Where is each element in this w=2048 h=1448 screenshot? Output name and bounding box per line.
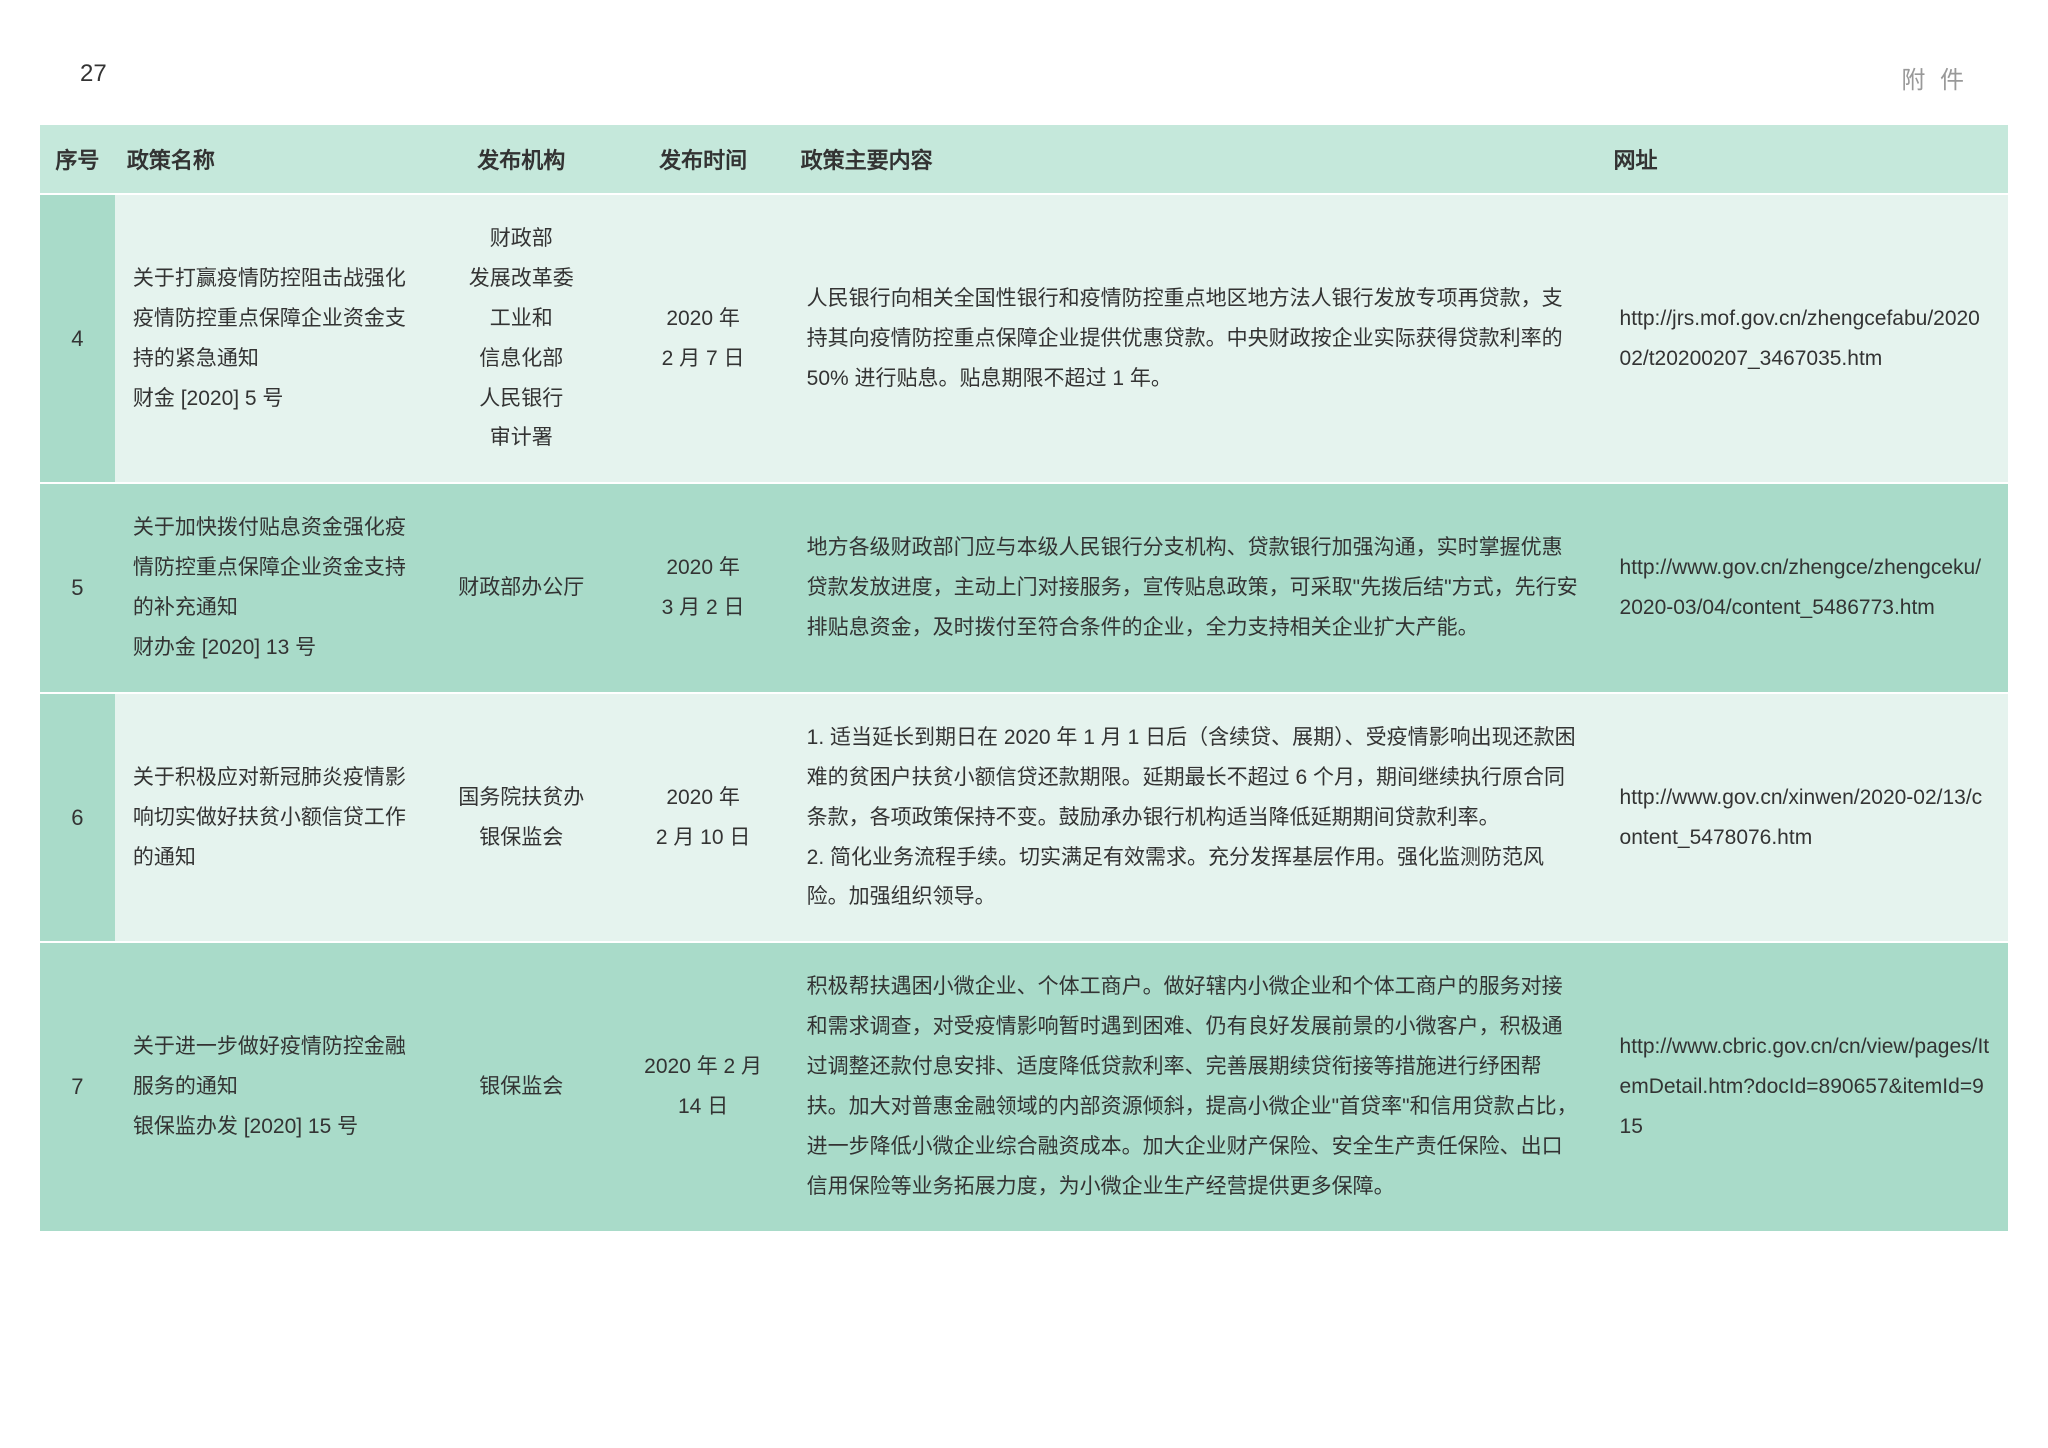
- cell-name: 关于进一步做好疫情防控金融服务的通知 银保监办发 [2020] 15 号: [115, 942, 425, 1231]
- page-number: 27: [80, 60, 107, 95]
- cell-seq: 4: [40, 194, 115, 483]
- cell-date: 2020 年 3 月 2 日: [618, 483, 789, 693]
- cell-url: http://www.gov.cn/zhengce/zhengceku/2020…: [1602, 483, 2008, 693]
- table-row: 4 关于打赢疫情防控阻击战强化疫情防控重点保障企业资金支持的紧急通知 财金 [2…: [40, 194, 2008, 483]
- page-section-label: 附 件: [1901, 60, 1968, 95]
- col-header-org: 发布机构: [425, 125, 618, 194]
- cell-date: 2020 年 2 月 10 日: [618, 693, 789, 942]
- cell-org: 银保监会: [425, 942, 618, 1231]
- table-body: 4 关于打赢疫情防控阻击战强化疫情防控重点保障企业资金支持的紧急通知 财金 [2…: [40, 194, 2008, 1232]
- table-header-row: 序号 政策名称 发布机构 发布时间 政策主要内容 网址: [40, 125, 2008, 194]
- cell-org: 财政部 发展改革委 工业和 信息化部 人民银行 审计署: [425, 194, 618, 483]
- cell-org: 财政部办公厅: [425, 483, 618, 693]
- cell-name: 关于打赢疫情防控阻击战强化疫情防控重点保障企业资金支持的紧急通知 财金 [202…: [115, 194, 425, 483]
- policy-table: 序号 政策名称 发布机构 发布时间 政策主要内容 网址 4 关于打赢疫情防控阻击…: [40, 125, 2008, 1233]
- cell-seq: 7: [40, 942, 115, 1231]
- cell-url: http://jrs.mof.gov.cn/zhengcefabu/202002…: [1602, 194, 2008, 483]
- cell-name: 关于积极应对新冠肺炎疫情影响切实做好扶贫小额信贷工作的通知: [115, 693, 425, 942]
- table-row: 6 关于积极应对新冠肺炎疫情影响切实做好扶贫小额信贷工作的通知 国务院扶贫办 银…: [40, 693, 2008, 942]
- col-header-content: 政策主要内容: [789, 125, 1602, 194]
- cell-seq: 6: [40, 693, 115, 942]
- col-header-name: 政策名称: [115, 125, 425, 194]
- cell-content: 地方各级财政部门应与本级人民银行分支机构、贷款银行加强沟通，实时掌握优惠贷款发放…: [789, 483, 1602, 693]
- cell-name: 关于加快拨付贴息资金强化疫情防控重点保障企业资金支持的补充通知 财办金 [202…: [115, 483, 425, 693]
- col-header-url: 网址: [1602, 125, 2008, 194]
- cell-content: 积极帮扶遇困小微企业、个体工商户。做好辖内小微企业和个体工商户的服务对接和需求调…: [789, 942, 1602, 1231]
- cell-date: 2020 年 2 月 7 日: [618, 194, 789, 483]
- table-row: 7 关于进一步做好疫情防控金融服务的通知 银保监办发 [2020] 15 号 银…: [40, 942, 2008, 1231]
- cell-date: 2020 年 2 月 14 日: [618, 942, 789, 1231]
- cell-seq: 5: [40, 483, 115, 693]
- page-header: 27 附 件: [40, 60, 2008, 95]
- cell-content: 人民银行向相关全国性银行和疫情防控重点地区地方法人银行发放专项再贷款，支持其向疫…: [789, 194, 1602, 483]
- cell-url: http://www.gov.cn/xinwen/2020-02/13/cont…: [1602, 693, 2008, 942]
- col-header-seq: 序号: [40, 125, 115, 194]
- cell-url: http://www.cbric.gov.cn/cn/view/pages/It…: [1602, 942, 2008, 1231]
- cell-content: 1. 适当延长到期日在 2020 年 1 月 1 日后（含续贷、展期）、受疫情影…: [789, 693, 1602, 942]
- table-row: 5 关于加快拨付贴息资金强化疫情防控重点保障企业资金支持的补充通知 财办金 [2…: [40, 483, 2008, 693]
- cell-org: 国务院扶贫办 银保监会: [425, 693, 618, 942]
- col-header-date: 发布时间: [618, 125, 789, 194]
